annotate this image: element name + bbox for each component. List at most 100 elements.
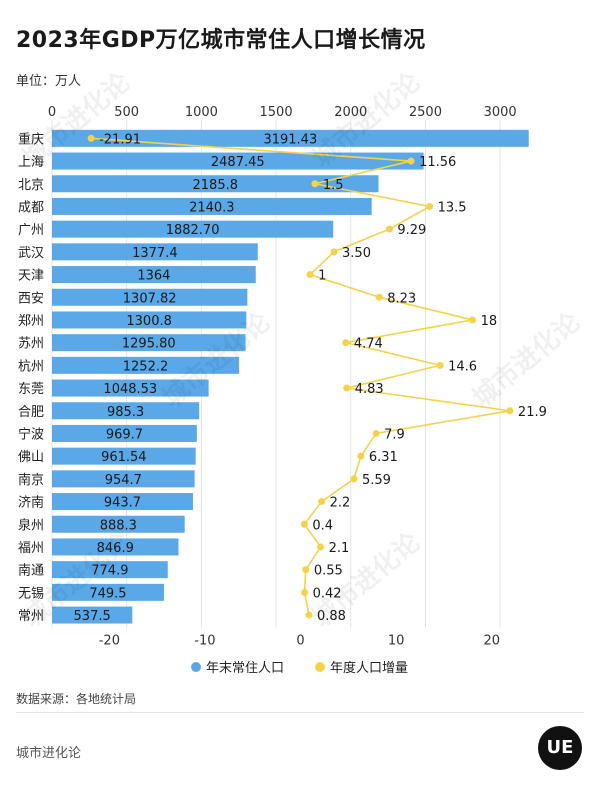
bar-value-label: 985.3 xyxy=(107,405,144,420)
combo-chart: 0 500 1000 1500 2000 2500 3000 -20 -10 0 10 20 重庆 319… xyxy=(18,105,547,676)
footer-divider xyxy=(16,712,584,713)
line-point xyxy=(330,248,338,256)
bar xyxy=(52,288,248,306)
bar-value-label: 1252.2 xyxy=(123,359,169,374)
line-value-label: 6.31 xyxy=(369,450,398,465)
category-label: 重庆 xyxy=(18,131,44,147)
line-value-label: 0.4 xyxy=(312,518,333,533)
line-point xyxy=(311,180,319,188)
bar-value-label: 888.3 xyxy=(100,518,137,533)
bar-value-label: 1882.70 xyxy=(166,223,220,238)
line-value-label: 11.56 xyxy=(419,155,456,170)
line-value-label: 1 xyxy=(318,269,326,284)
category-label: 天津 xyxy=(18,269,44,284)
line-value-label: 9.29 xyxy=(397,223,426,238)
bar xyxy=(52,129,529,147)
line-value-label: 21.9 xyxy=(518,405,547,420)
bar-value-label: 2487.45 xyxy=(211,155,265,170)
bar-value-label: 1364 xyxy=(137,269,170,284)
legend-swatch xyxy=(191,662,201,672)
top-tick-label: 1000 xyxy=(185,105,218,120)
line-value-label: 13.5 xyxy=(438,200,467,215)
top-tick-label: 0 xyxy=(48,105,56,120)
line-point xyxy=(375,293,383,301)
bar xyxy=(52,447,196,465)
top-tick-label: 1500 xyxy=(260,105,293,120)
line-point xyxy=(407,157,415,165)
bar-value-label: 846.9 xyxy=(97,541,134,556)
bar-value-label: 2185.8 xyxy=(193,178,239,193)
category-label: 南京 xyxy=(18,472,44,488)
category-label: 成都 xyxy=(18,200,44,215)
line-point xyxy=(317,543,325,551)
bar xyxy=(52,402,200,420)
category-label: 常州 xyxy=(18,609,44,624)
line-value-label: 4.74 xyxy=(354,337,383,352)
bar-value-label: 954.7 xyxy=(105,473,142,488)
bar xyxy=(52,197,372,215)
bar xyxy=(52,470,195,488)
category-label: 东莞 xyxy=(18,382,44,397)
category-label: 西安 xyxy=(18,291,44,306)
bar xyxy=(52,175,379,193)
bar-value-label: 1377.4 xyxy=(132,246,178,261)
line-point xyxy=(342,339,350,347)
brand-name: 城市进化论 xyxy=(16,746,82,761)
bar xyxy=(52,424,197,442)
line-value-label: 8.23 xyxy=(387,291,416,306)
category-label: 泉州 xyxy=(18,517,44,533)
category-label: 福州 xyxy=(18,541,44,556)
bar-value-label: 1300.8 xyxy=(126,314,172,329)
line-point xyxy=(318,498,326,506)
top-tick-label: 2500 xyxy=(409,105,442,120)
category-label: 武汉 xyxy=(18,246,44,261)
category-label: 合肥 xyxy=(18,405,44,420)
bar-value-label: 749.5 xyxy=(89,586,126,601)
bar xyxy=(52,356,240,374)
bar xyxy=(52,379,209,397)
bar-value-label: 3191.43 xyxy=(263,132,317,147)
line-value-label: 1.5 xyxy=(323,178,344,193)
category-label: 佛山 xyxy=(18,450,44,465)
bar xyxy=(52,515,185,533)
line-point xyxy=(305,611,313,619)
bar xyxy=(52,266,256,284)
line-point xyxy=(436,361,444,369)
bottom-tick-label: -20 xyxy=(99,633,120,648)
bar-value-label: 961.54 xyxy=(101,450,147,465)
bottom-tick-label: 0 xyxy=(296,633,304,648)
line-value-label: 7.9 xyxy=(384,427,405,442)
bottom-tick-label: 20 xyxy=(483,633,500,648)
line-point xyxy=(306,271,314,279)
legend-label: 年末常住人口 xyxy=(206,661,284,676)
legend-swatch xyxy=(315,662,325,672)
category-label: 济南 xyxy=(18,495,44,511)
bar xyxy=(52,152,424,170)
bar xyxy=(52,493,193,511)
category-label: 杭州 xyxy=(18,359,44,374)
bottom-tick-label: -10 xyxy=(194,633,215,648)
bar-value-label: 1048.53 xyxy=(103,382,157,397)
line-value-label: 4.83 xyxy=(355,382,384,397)
line-value-label: 5.59 xyxy=(362,473,391,488)
bar-value-label: 969.7 xyxy=(106,427,143,442)
line-point xyxy=(302,566,310,574)
line-value-label: 14.6 xyxy=(448,359,477,374)
top-tick-label: 3000 xyxy=(484,105,517,120)
category-label: 北京 xyxy=(18,178,44,193)
category-label: 苏州 xyxy=(18,336,44,352)
bar xyxy=(52,561,168,579)
line-value-label: -21.91 xyxy=(99,132,141,147)
bar xyxy=(52,311,247,329)
bar-value-label: 774.9 xyxy=(91,564,128,579)
line-value-label: 3.50 xyxy=(342,246,371,261)
top-tick-label: 500 xyxy=(114,105,139,120)
line-point xyxy=(350,475,358,483)
line-value-label: 0.42 xyxy=(313,586,342,601)
bar-value-label: 1307.82 xyxy=(123,291,177,306)
category-label: 南通 xyxy=(18,563,44,579)
bar xyxy=(52,583,164,601)
line-value-label: 18 xyxy=(481,314,498,329)
bar xyxy=(52,538,179,556)
line-value-label: 0.88 xyxy=(317,609,346,624)
